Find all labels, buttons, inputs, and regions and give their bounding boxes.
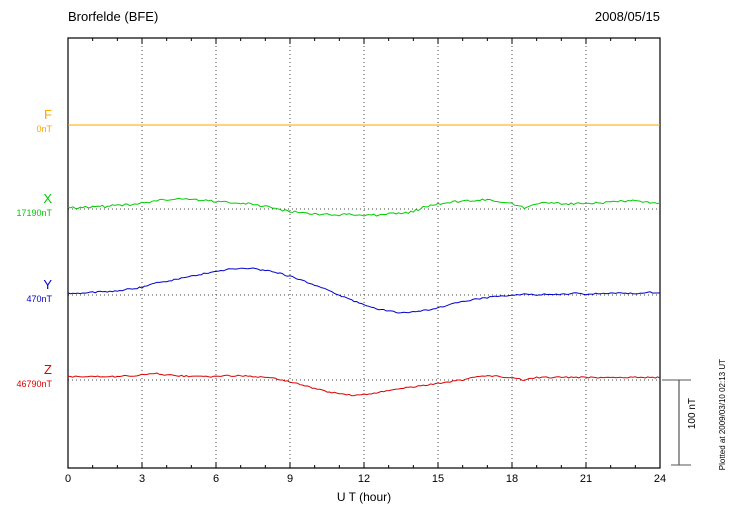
x-tick-label-3: 3 [138,473,146,485]
series-line-Y [67,267,661,314]
series-line-Z [67,372,661,397]
x-tick-label-21: 21 [579,473,593,485]
x-tick-label-12: 12 [357,473,371,485]
scale-bar-label: 100 nT [687,398,698,430]
series-label-F: F [44,107,52,122]
station-title: Brorfelde (BFE) [68,9,159,24]
series-basevalue-X: 17190nT [16,208,52,218]
x-tick-label-15: 15 [431,473,445,485]
x-tick-label-6: 6 [212,473,220,485]
series-label-Z: Z [44,362,52,377]
series-basevalue-Z: 46790nT [16,379,52,389]
x-tick-label-0: 0 [64,473,72,485]
series-basevalue-Y: 470nT [26,294,52,304]
series-label-Y: Y [43,277,52,292]
x-tick-label-18: 18 [505,473,519,485]
plot-date: 2008/05/15 [594,9,660,24]
series-basevalue-F: 0nT [36,124,52,134]
plotted-note: Plotted at 2009/03/10 02:13 UT [718,358,727,470]
series-line-X [67,197,661,217]
x-tick-label-24: 24 [653,473,667,485]
series-label-X: X [43,191,52,206]
x-tick-label-9: 9 [286,473,294,485]
x-axis-label: U T (hour) [336,490,392,504]
